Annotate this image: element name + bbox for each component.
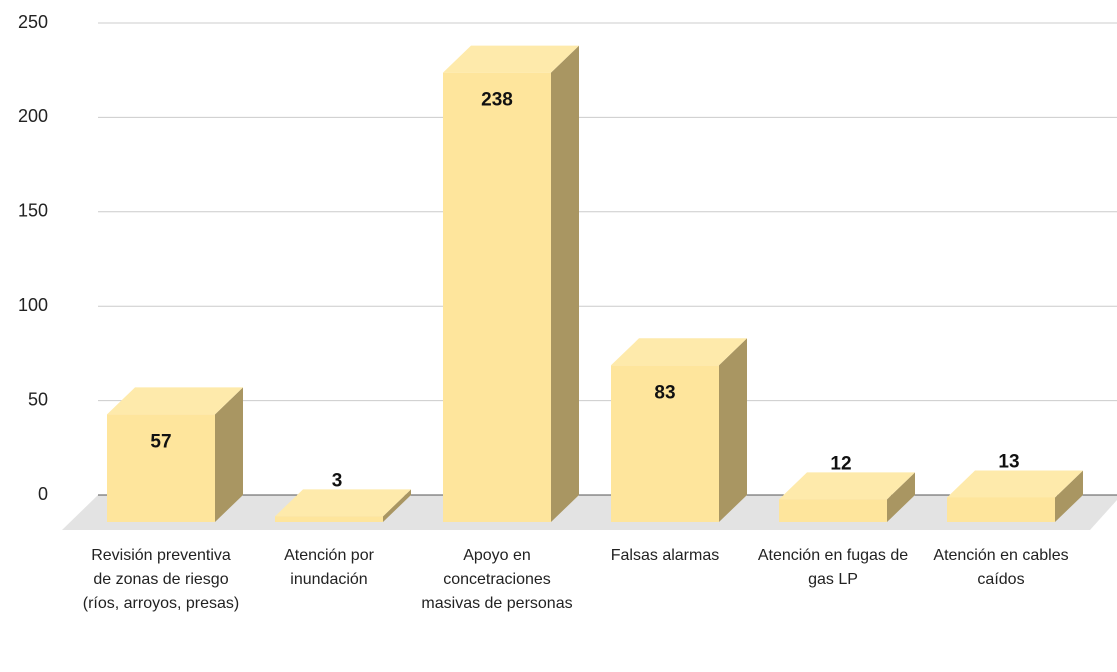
value-label: 12 [830, 453, 851, 474]
bar-front [947, 497, 1055, 522]
bar-top [107, 387, 243, 415]
bar [611, 338, 747, 522]
bar [779, 472, 915, 522]
bar-front [275, 516, 383, 522]
x-tick-label: Atención en fugas de gas LP [757, 547, 909, 588]
bar-top [443, 45, 579, 73]
bar-front [611, 365, 719, 522]
bar-side [1055, 470, 1083, 522]
value-label: 238 [481, 90, 513, 111]
x-tick-label: Atención por inundación [284, 547, 374, 588]
bar-side [887, 472, 915, 522]
value-label: 3 [332, 470, 343, 491]
bar-top [947, 470, 1083, 498]
bar-side [215, 387, 243, 522]
bar [443, 45, 579, 522]
bar-front [443, 72, 551, 522]
y-tick-label: 0 [38, 484, 48, 504]
y-tick-label: 200 [18, 106, 48, 126]
x-tick-label: Atención en cables caídos [933, 547, 1069, 588]
x-tick-label: Falsas alarmas [610, 547, 720, 564]
bar [947, 470, 1083, 522]
bar [107, 387, 243, 522]
y-tick-label: 250 [18, 12, 48, 32]
value-label: 83 [654, 382, 675, 403]
bar [275, 489, 411, 522]
bar-front [779, 499, 887, 522]
x-tick-label: Apoyo en concetraciones masivas de perso… [421, 547, 573, 612]
x-tick-label: Revisión preventiva de zonas de riesgo (… [82, 547, 240, 612]
bar-top [611, 338, 747, 366]
bar-side [551, 45, 579, 522]
value-label: 13 [998, 451, 1019, 472]
bar-side [719, 338, 747, 522]
value-label: 57 [150, 431, 171, 452]
y-tick-label: 50 [28, 389, 48, 409]
bar-side [383, 489, 411, 522]
y-tick-label: 100 [18, 295, 48, 315]
bar-front [107, 414, 215, 522]
y-tick-label: 150 [18, 201, 48, 221]
bar-top [275, 489, 411, 517]
bar-top [779, 472, 915, 500]
